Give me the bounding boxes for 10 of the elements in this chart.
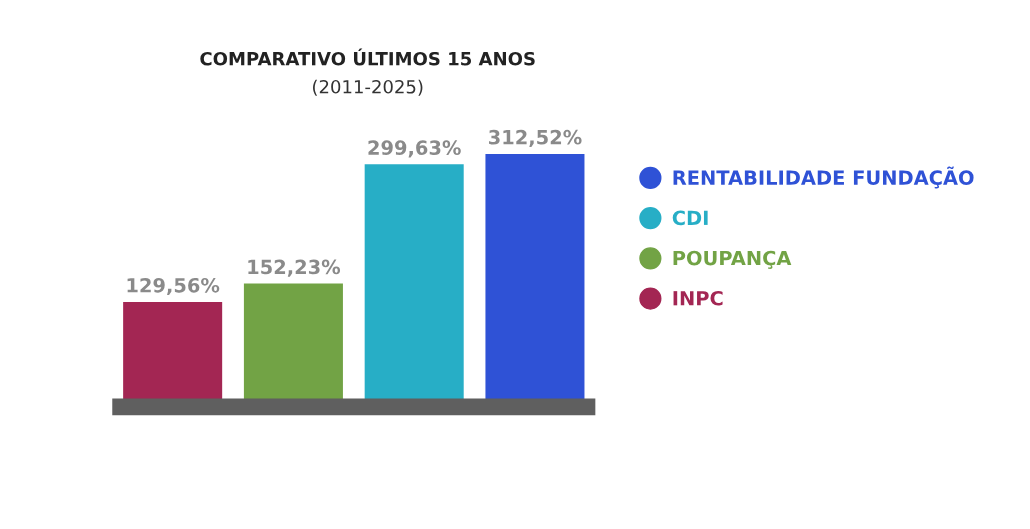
chart-title: COMPARATIVO ÚLTIMOS 15 ANOS [200,48,535,66]
legend-label: CDI [672,210,708,226]
legend-label: POUPANÇA [673,250,792,269]
data-label: 152,23% [248,259,341,277]
legend-label: INPC [673,290,723,306]
data-label: 129,56% [127,277,220,296]
data-label: 299,63% [368,140,461,158]
chart-subtitle: (2011-2025) [313,79,423,96]
data-label: 312,52% [489,129,582,148]
legend-label: RENTABILIDADE FUNDAÇÃO [673,166,974,189]
